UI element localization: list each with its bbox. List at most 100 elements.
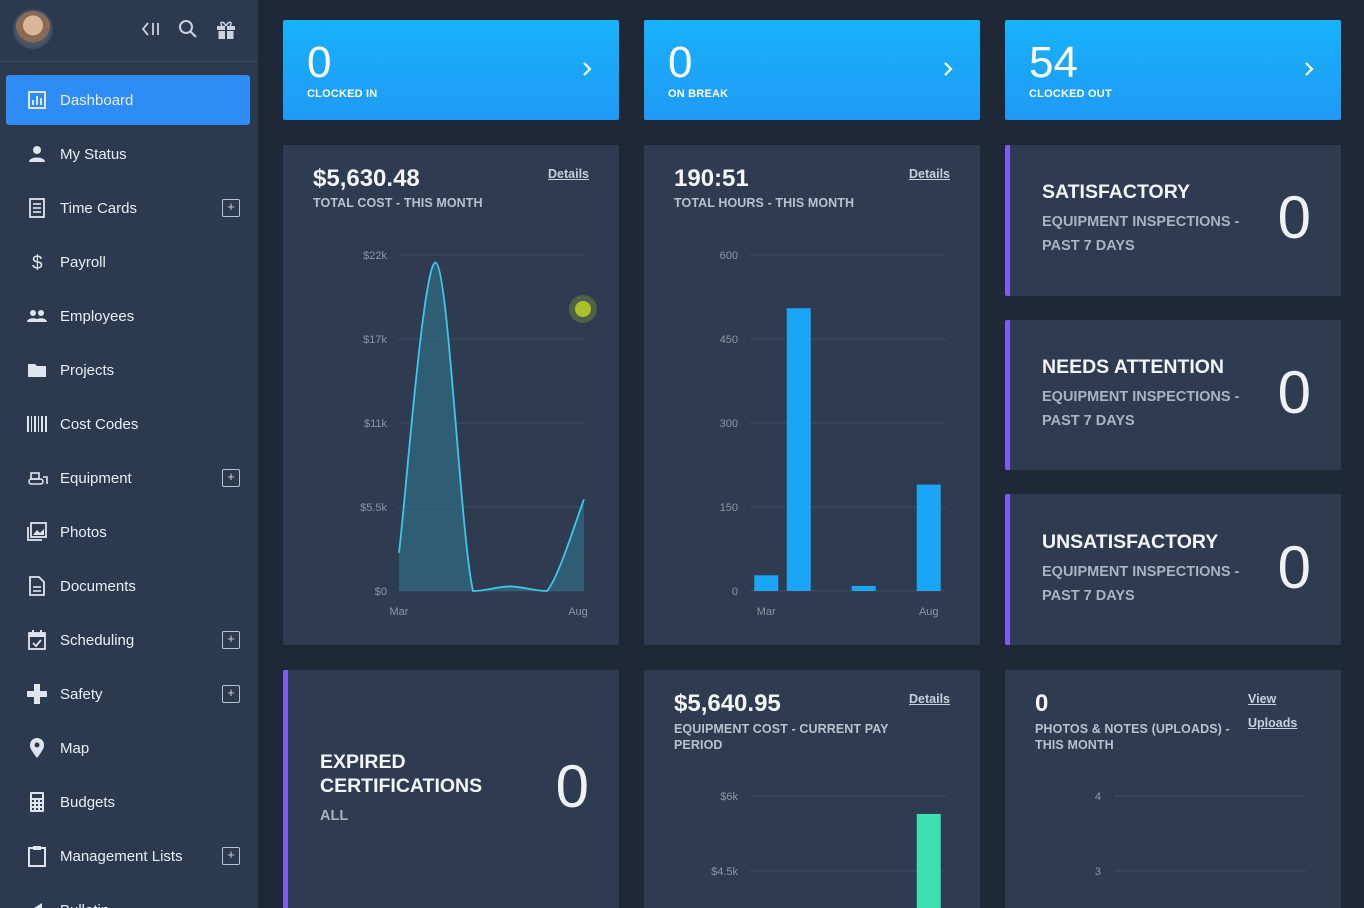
y-tick-label: 150 — [720, 502, 738, 514]
person-icon — [29, 146, 45, 162]
sidebar-item-label: Budgets — [60, 793, 116, 811]
x-tick-label: Aug — [919, 606, 939, 618]
cost-area-line — [398, 261, 585, 592]
clocked-in-tile[interactable]: 0 CLOCKED IN — [283, 20, 619, 120]
barcode-icon — [27, 416, 47, 432]
cursor-dot — [575, 301, 591, 317]
certifications-title: EXPIRED CERTIFICATIONS — [320, 751, 483, 797]
sidebar-item-label: Bulletin — [60, 902, 109, 908]
sidebar-item-label: Scheduling — [60, 631, 135, 649]
people-icon — [27, 310, 47, 322]
photos-chart: 43 — [1095, 791, 1306, 878]
sidebar-item-my-status[interactable]: My Status — [6, 129, 250, 179]
uploads-link[interactable]: Uploads — [1248, 716, 1298, 730]
tile-label: ON BREAK — [668, 88, 729, 100]
add-time-cards-button[interactable]: + — [222, 199, 240, 217]
sidebar-item-label: Map — [60, 739, 90, 757]
sidebar-item-projects[interactable]: Projects — [6, 345, 250, 395]
total-cost-value: $5,630.48 — [313, 165, 420, 192]
tile-label: CLOCKED OUT — [1029, 88, 1112, 100]
sidebar-item-label: Time Cards — [60, 199, 137, 217]
calculator-icon — [30, 792, 44, 812]
photos-notes-card: 0 PHOTOS & NOTES (UPLOADS) - THIS MONTH … — [1005, 670, 1341, 908]
sidebar-item-equipment[interactable]: Equipment + — [6, 453, 250, 503]
view-link[interactable]: View — [1248, 692, 1277, 706]
total-cost-details-link[interactable]: Details — [548, 167, 589, 181]
sidebar-item-management-lists[interactable]: Management Lists + — [6, 831, 250, 881]
sidebar-item-budgets[interactable]: Budgets — [6, 777, 250, 827]
sidebar-item-payroll[interactable]: $ Payroll — [6, 237, 250, 287]
sidebar-item-safety[interactable]: Safety + — [6, 669, 250, 719]
unsatisfactory-card[interactable]: UNSATISFACTORY EQUIPMENT INSPECTIONS - P… — [1005, 494, 1341, 645]
expired-certifications-card[interactable]: EXPIRED CERTIFICATIONS ALL 0 — [283, 670, 619, 908]
gift-icon[interactable] — [215, 18, 237, 40]
clocked-out-tile[interactable]: 54 CLOCKED OUT — [1005, 20, 1341, 120]
sidebar-item-time-cards[interactable]: Time Cards + — [6, 183, 250, 233]
avatar[interactable] — [13, 9, 53, 49]
inspection-count: 0 — [1277, 184, 1311, 251]
add-equipment-button[interactable]: + — [222, 469, 240, 487]
equipment-cost-bar — [916, 813, 941, 908]
total-hours-details-link[interactable]: Details — [909, 167, 950, 181]
sidebar-item-label: Safety — [60, 685, 103, 703]
add-scheduling-button[interactable]: + — [222, 631, 240, 649]
total-cost-label: TOTAL COST - THIS MONTH — [313, 196, 483, 210]
equipment-cost-chart: $6k $4.5k — [711, 791, 945, 908]
chevron-right-icon — [944, 62, 953, 76]
hours-bar — [916, 484, 941, 591]
y-tick-label: $11k — [364, 418, 388, 430]
add-safety-button[interactable]: + — [222, 685, 240, 703]
collapse-sidebar-icon[interactable] — [141, 18, 163, 40]
y-tick-label: $5.5k — [360, 502, 387, 514]
y-tick-label: 4 — [1095, 791, 1101, 803]
needs-attention-card[interactable]: NEEDS ATTENTION EQUIPMENT INSPECTIONS - … — [1005, 320, 1341, 470]
y-tick-label: 600 — [720, 250, 738, 262]
search-icon[interactable] — [177, 18, 199, 40]
y-tick-label: 300 — [720, 418, 738, 430]
inspection-subtitle: EQUIPMENT INSPECTIONS - PAST 7 DAYS — [1042, 214, 1240, 254]
calendar-icon — [28, 630, 46, 650]
sidebar-item-bulletin[interactable]: Bulletin — [6, 885, 250, 908]
x-tick-label: Aug — [568, 606, 588, 618]
sidebar-item-scheduling[interactable]: Scheduling + — [6, 615, 250, 665]
bulldozer-icon — [28, 472, 48, 485]
on-break-tile[interactable]: 0 ON BREAK — [644, 20, 980, 120]
satisfactory-card[interactable]: SATISFACTORY EQUIPMENT INSPECTIONS - PAS… — [1005, 145, 1341, 296]
chevron-right-icon — [1305, 62, 1314, 76]
equipment-cost-label: EQUIPMENT COST - CURRENT PAY PERIOD — [674, 722, 889, 752]
tile-value: 0 — [307, 38, 332, 87]
sidebar-item-map[interactable]: Map — [6, 723, 250, 773]
sidebar-item-employees[interactable]: Employees — [6, 291, 250, 341]
sidebar-item-label: My Status — [60, 145, 127, 163]
sidebar-item-label: Dashboard — [60, 91, 134, 109]
y-tick-label: $17k — [363, 334, 387, 346]
sidebar-item-dashboard[interactable]: Dashboard — [6, 75, 250, 125]
total-hours-chart: 0 150 300 450 600 Mar Aug — [720, 250, 945, 618]
y-tick-label: $4.5k — [711, 866, 738, 878]
tile-label: CLOCKED IN — [307, 88, 378, 100]
inspection-subtitle: EQUIPMENT INSPECTIONS - PAST 7 DAYS — [1042, 389, 1240, 429]
sidebar-item-documents[interactable]: Documents — [6, 561, 250, 611]
tile-value: 0 — [668, 38, 693, 87]
total-cost-card: $5,630.48 TOTAL COST - THIS MONTH Detail… — [283, 145, 619, 645]
sidebar-item-cost-codes[interactable]: Cost Codes — [6, 399, 250, 449]
hours-bar — [754, 575, 779, 591]
inspection-title: SATISFACTORY — [1042, 181, 1191, 203]
y-tick-label: $22k — [363, 250, 387, 262]
sidebar-item-photos[interactable]: Photos — [6, 507, 250, 557]
sidebar-item-label: Documents — [60, 577, 136, 595]
add-management-lists-button[interactable]: + — [222, 847, 240, 865]
timecard-icon — [29, 198, 45, 218]
inspection-title: NEEDS ATTENTION — [1042, 356, 1225, 378]
dollar-icon: $ — [32, 253, 43, 273]
y-tick-label: $0 — [375, 586, 387, 598]
equipment-cost-details-link[interactable]: Details — [909, 692, 950, 706]
y-tick-label: 3 — [1095, 866, 1101, 878]
sidebar: Dashboard My Status Time Cards + $ Payroll Emp… — [0, 0, 258, 908]
certifications-count: 0 — [555, 753, 589, 820]
inspection-count: 0 — [1277, 359, 1311, 426]
chevron-right-icon — [583, 62, 592, 76]
y-tick-label: 0 — [732, 586, 738, 598]
cost-area-fill — [399, 262, 584, 591]
cross-icon — [27, 684, 47, 704]
